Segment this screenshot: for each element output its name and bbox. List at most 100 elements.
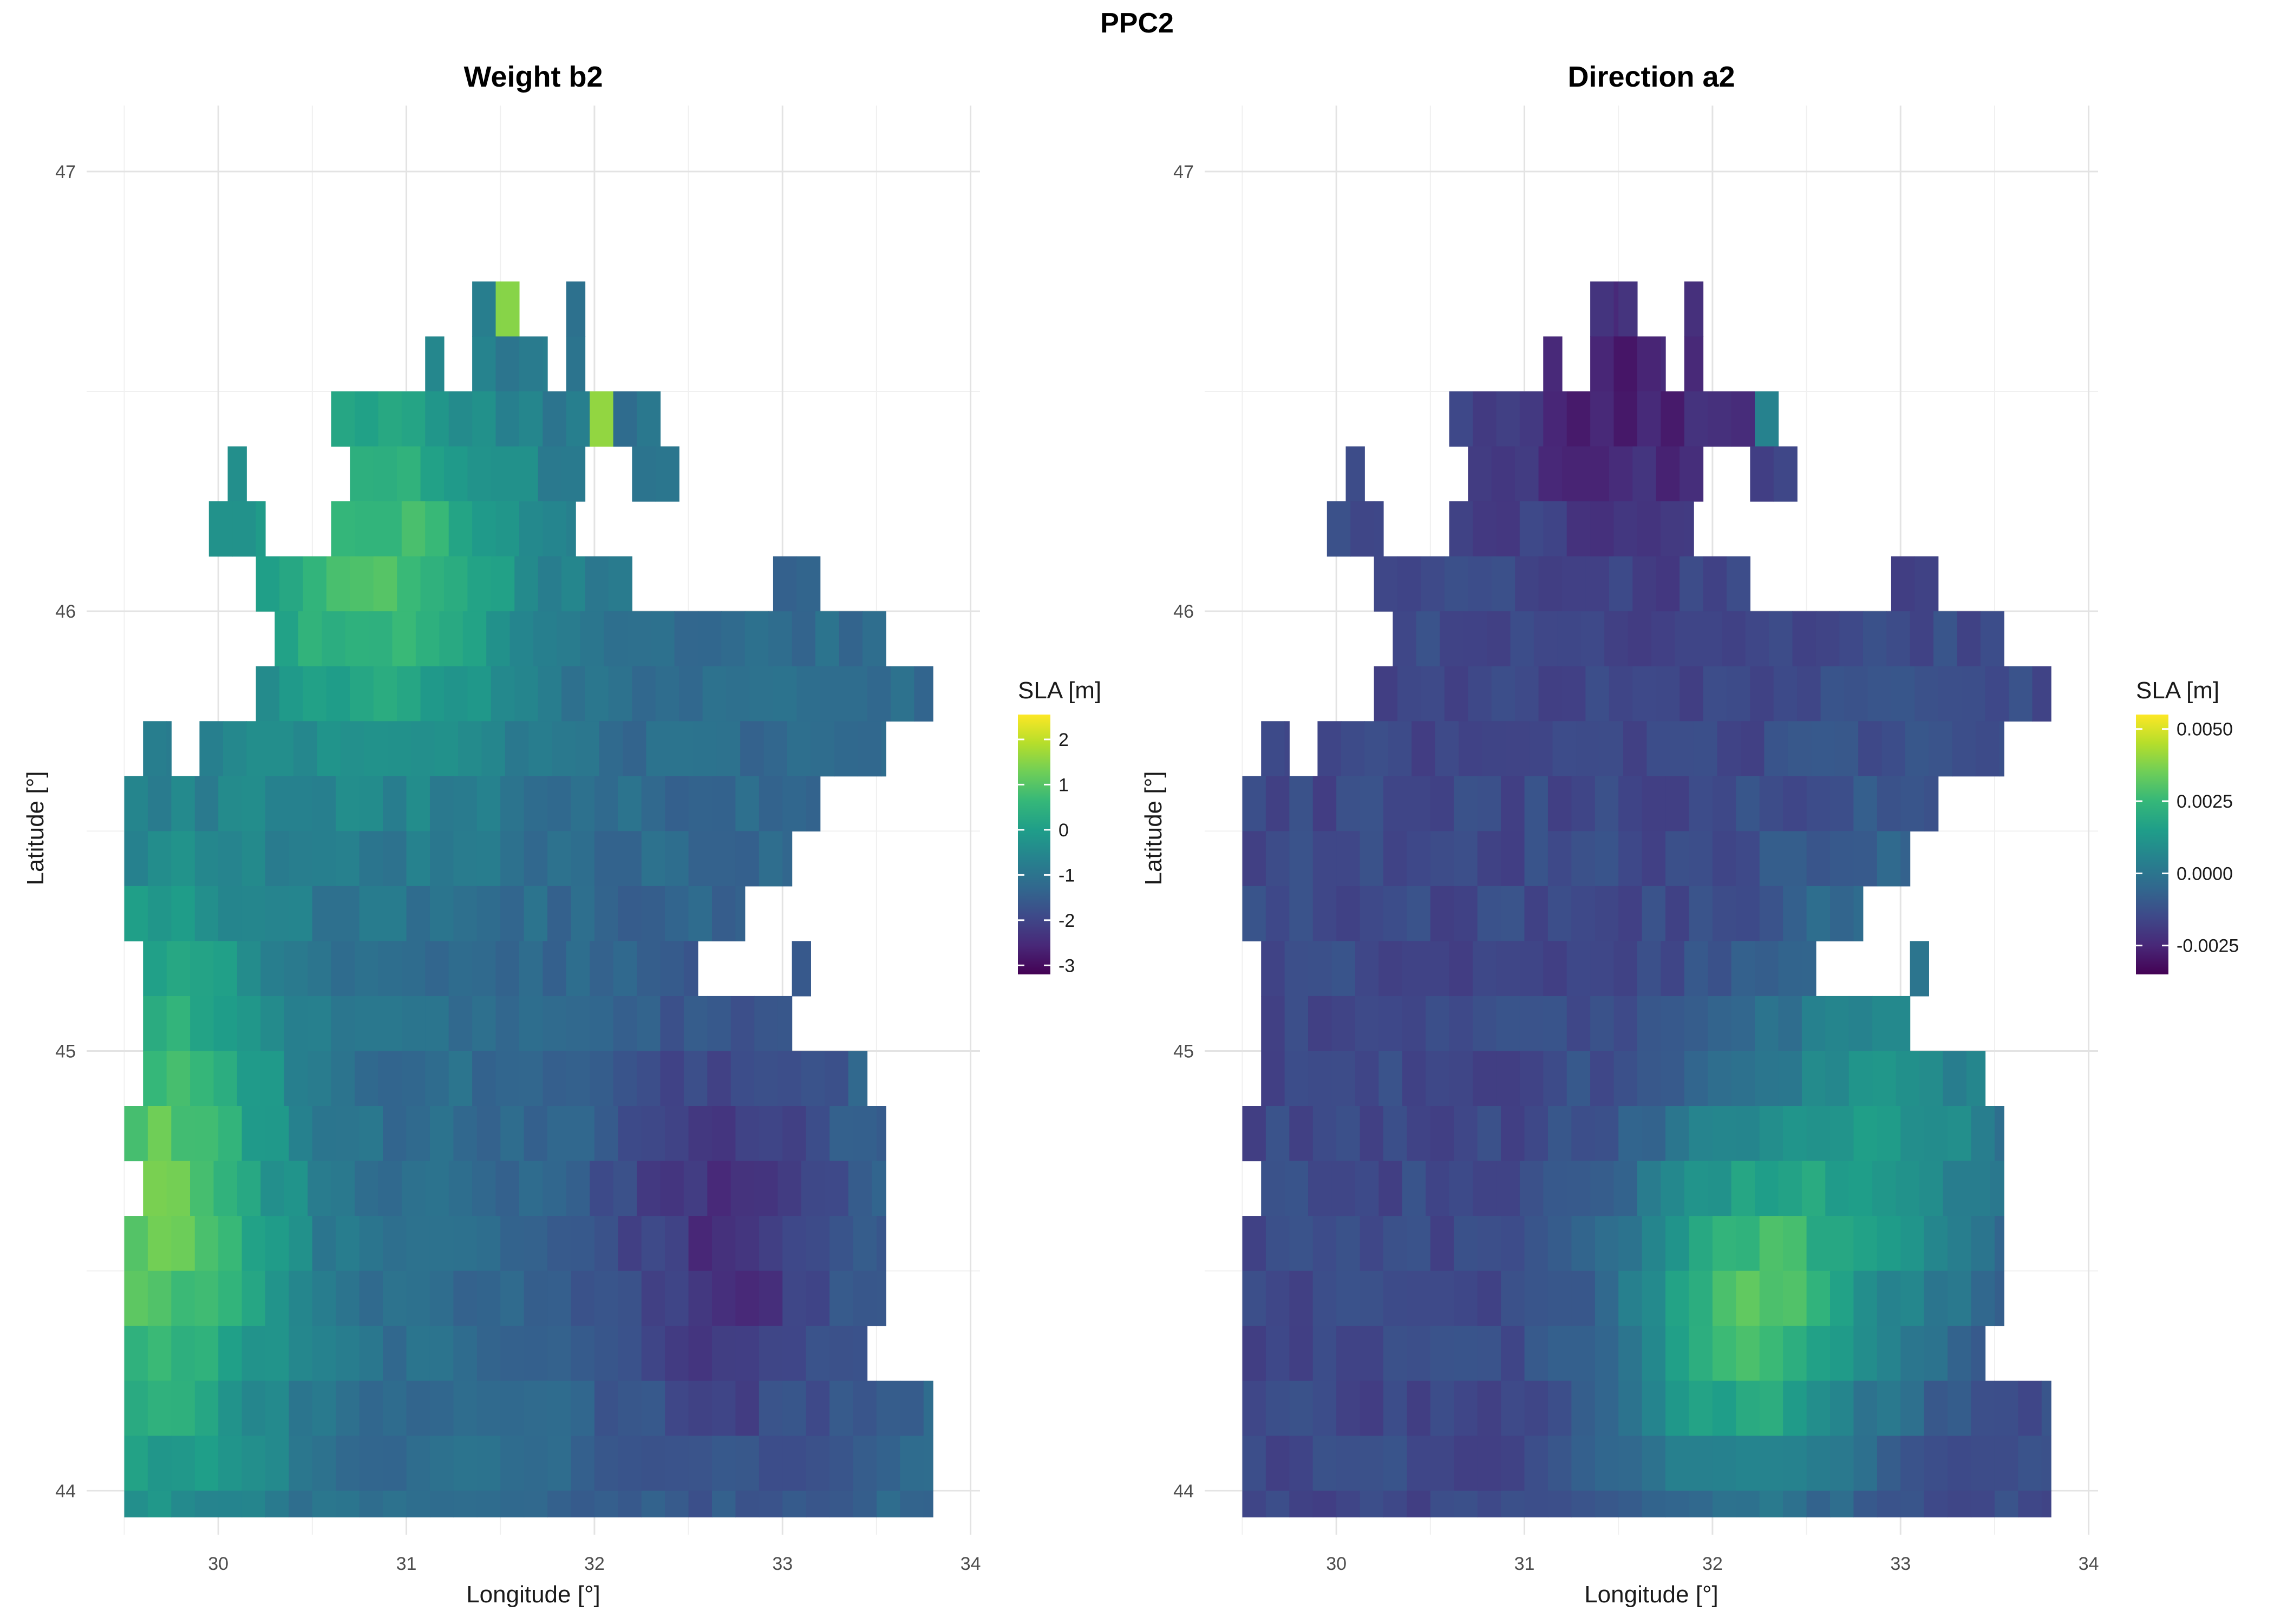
heatmap-cell bbox=[707, 1161, 731, 1216]
heatmap-cell bbox=[1948, 1106, 1972, 1162]
heatmap-cell bbox=[509, 611, 534, 667]
heatmap-cell bbox=[1515, 556, 1539, 612]
heatmap-cell bbox=[1383, 1271, 1408, 1326]
heatmap-cell bbox=[1910, 941, 1929, 997]
heatmap-cell bbox=[876, 1216, 886, 1272]
heatmap-cell bbox=[1501, 776, 1525, 831]
heatmap-cell bbox=[500, 1216, 525, 1272]
heatmap-cell bbox=[1477, 776, 1501, 831]
heatmap-cell bbox=[448, 391, 473, 447]
heatmap-cell bbox=[218, 1436, 243, 1491]
heatmap-cell bbox=[594, 1380, 618, 1436]
heatmap-cell bbox=[1637, 501, 1661, 557]
heatmap-cell bbox=[806, 1436, 830, 1491]
heatmap-cell bbox=[340, 721, 364, 777]
heatmap-cell bbox=[1689, 1326, 1713, 1381]
heatmap-cell bbox=[712, 1106, 736, 1162]
heatmap-cell bbox=[623, 721, 647, 777]
colorbar-legend: SLA [m] 0.0050 0.0025 0.0000 -0.0025 bbox=[2136, 677, 2239, 974]
heatmap-cell bbox=[524, 1436, 548, 1491]
heatmap-cell bbox=[453, 1106, 478, 1162]
heatmap-cell bbox=[124, 1216, 148, 1272]
heatmap-cell bbox=[289, 1106, 313, 1162]
heatmap-cell bbox=[1242, 1271, 1266, 1326]
heatmap-cell bbox=[166, 1161, 191, 1216]
heatmap-cell bbox=[1759, 886, 1783, 941]
heatmap-cell bbox=[1312, 1380, 1337, 1436]
heatmap-cell bbox=[1613, 1051, 1638, 1106]
heatmap-cell bbox=[1312, 776, 1337, 831]
heatmap-cell bbox=[1547, 1271, 1572, 1326]
heatmap-cell bbox=[1736, 1380, 1760, 1436]
heatmap-cell bbox=[1778, 1051, 1802, 1106]
heatmap-cell bbox=[476, 1436, 501, 1491]
heatmap-cell bbox=[872, 1161, 886, 1216]
heatmap-cell bbox=[641, 1436, 665, 1491]
heatmap-cell bbox=[1900, 831, 1911, 887]
heatmap-cell bbox=[1571, 1490, 1596, 1518]
heatmap-cell bbox=[1872, 1051, 1897, 1106]
heatmap-cell bbox=[1547, 1490, 1572, 1518]
heatmap-cell bbox=[331, 1051, 355, 1106]
heatmap-cell bbox=[1449, 1161, 1473, 1216]
heatmap-cell bbox=[829, 1490, 854, 1518]
heatmap-cell bbox=[1501, 886, 1525, 941]
heatmap-cell bbox=[1900, 1380, 1925, 1436]
heatmap-cell bbox=[1929, 721, 1953, 777]
heatmap-cell bbox=[1853, 1436, 1878, 1491]
heatmap-cell bbox=[1783, 886, 1807, 941]
heatmap-cell bbox=[1449, 501, 1473, 557]
heatmap-cell bbox=[1402, 1051, 1426, 1106]
heatmap-cell bbox=[1642, 1106, 1666, 1162]
heatmap-cell bbox=[665, 1216, 689, 1272]
heatmap-cell bbox=[608, 556, 632, 612]
heatmap-cell bbox=[782, 1436, 807, 1491]
panel-weight-b2: Weight b2 30 31 32 33 34 44 45 46 47 Longitude … bbox=[22, 61, 1101, 1608]
heatmap-cell bbox=[712, 1436, 736, 1491]
heatmap-cell bbox=[858, 721, 882, 777]
heatmap-cell bbox=[1971, 1380, 1995, 1436]
heatmap-cell bbox=[1726, 556, 1750, 612]
heatmap-cell bbox=[1566, 941, 1591, 997]
heatmap-cell bbox=[660, 996, 684, 1052]
heatmap-cell bbox=[1613, 391, 1638, 447]
heatmap-cell bbox=[1454, 1106, 1478, 1162]
heatmap-cell bbox=[735, 776, 760, 831]
heatmap-cell bbox=[289, 831, 313, 887]
heatmap-cell bbox=[194, 1436, 219, 1491]
heatmap-cell bbox=[1684, 501, 1694, 557]
y-tick-label: 45 bbox=[1173, 1041, 1194, 1062]
heatmap-cell bbox=[500, 1490, 525, 1518]
heatmap-cell bbox=[735, 1106, 760, 1162]
heatmap-cell bbox=[476, 776, 501, 831]
heatmap-cell bbox=[1778, 1161, 1802, 1216]
heatmap-cell bbox=[1543, 1051, 1567, 1106]
heatmap-cell bbox=[519, 941, 543, 997]
heatmap-cell bbox=[1590, 391, 1615, 447]
heatmap-cell bbox=[712, 1380, 736, 1436]
heatmap-cell bbox=[171, 1271, 195, 1326]
heatmap-cell bbox=[218, 1216, 243, 1272]
heatmap-cell bbox=[1524, 1436, 1548, 1491]
heatmap-cell bbox=[1407, 1216, 1431, 1272]
heatmap-cell bbox=[401, 501, 426, 557]
heatmap-cell bbox=[1703, 556, 1727, 612]
heatmap-cell bbox=[1886, 611, 1911, 667]
heatmap-cell bbox=[1736, 776, 1760, 831]
heatmap-cell bbox=[1684, 281, 1704, 337]
heatmap-cell bbox=[373, 666, 397, 722]
heatmap-cell bbox=[1458, 721, 1482, 777]
heatmap-cell bbox=[1773, 666, 1798, 722]
heatmap-cell bbox=[1407, 776, 1431, 831]
heatmap-cell bbox=[1336, 1326, 1361, 1381]
heatmap-cell bbox=[1825, 996, 1850, 1052]
heatmap-cell bbox=[355, 941, 379, 997]
heatmap-cell bbox=[1661, 501, 1685, 557]
colorbar-tick-label: 2 bbox=[1058, 730, 1069, 750]
heatmap-cell bbox=[1576, 721, 1600, 777]
heatmap-cell bbox=[1355, 996, 1379, 1052]
heatmap-cell bbox=[1830, 1436, 1854, 1491]
heatmap-cell bbox=[1407, 831, 1431, 887]
heatmap-cell bbox=[453, 1216, 478, 1272]
heatmap-cell bbox=[1595, 776, 1619, 831]
